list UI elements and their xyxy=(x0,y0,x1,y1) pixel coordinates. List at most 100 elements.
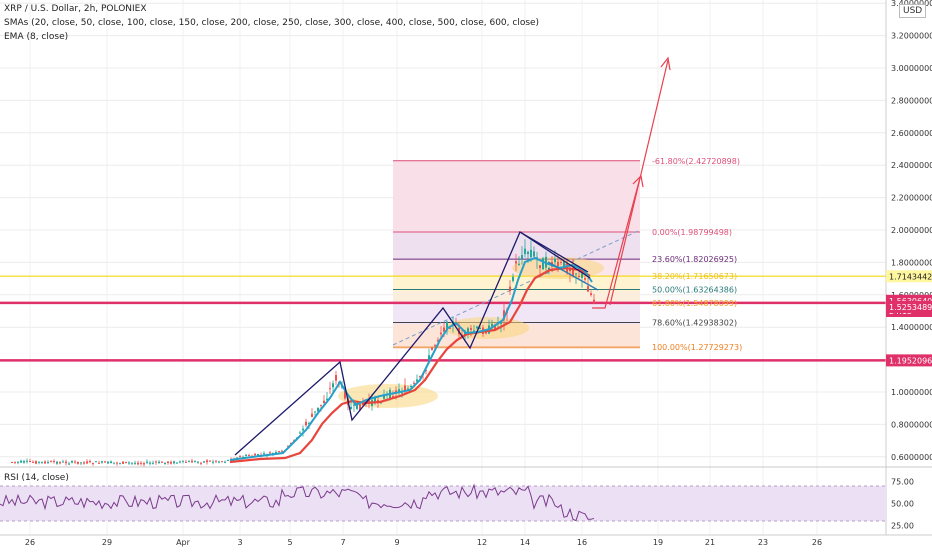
time-tick-label: 29 xyxy=(102,538,112,547)
ema-line-blue xyxy=(229,256,593,461)
candle-body xyxy=(479,327,481,330)
price-axis-ticks: 3.400000003.200000003.000000002.80000000… xyxy=(891,0,932,462)
candle-body xyxy=(209,460,211,462)
candle-body xyxy=(191,460,193,463)
candle-body xyxy=(89,461,91,463)
candle-body xyxy=(224,461,226,463)
candle-body xyxy=(104,461,106,463)
price-tick-label: 2.20000000 xyxy=(891,194,932,203)
candle-body xyxy=(65,461,67,464)
candle-body xyxy=(92,463,94,465)
price-badges: 1.714344211.5630640424:151.525348981.195… xyxy=(886,270,932,367)
candle-body xyxy=(185,461,187,463)
candle-body xyxy=(95,461,97,463)
candle-body xyxy=(563,260,565,268)
fib-level-label: 78.60%(1.42938302) xyxy=(652,318,737,327)
time-tick-label: 12 xyxy=(477,538,487,547)
candle-body xyxy=(320,404,322,406)
candle-body xyxy=(305,421,307,426)
candle-body xyxy=(410,385,412,387)
rsi-tick-label: 25.00 xyxy=(891,521,914,530)
candle-body xyxy=(29,461,31,463)
candle-body xyxy=(113,462,115,464)
candle-body xyxy=(275,451,277,454)
candle-body xyxy=(239,455,241,457)
candle-body xyxy=(269,452,271,454)
candle-body xyxy=(590,293,592,295)
price-badge-bg xyxy=(886,270,932,283)
rsi-line xyxy=(0,483,595,522)
candle-body xyxy=(344,389,346,399)
time-tick-label: 16 xyxy=(577,538,587,547)
candle-body xyxy=(299,432,301,434)
candle-body xyxy=(164,462,166,464)
candle-body xyxy=(542,258,544,270)
candle-body xyxy=(62,461,64,463)
candle-body xyxy=(467,328,469,335)
fib-level-label: 100.00%(1.27729273) xyxy=(652,343,742,352)
price-badge-bg xyxy=(886,300,932,313)
candle-body xyxy=(278,451,280,453)
key-price-lines xyxy=(0,275,886,362)
candle-body xyxy=(356,403,358,409)
time-tick-label: 14 xyxy=(520,538,530,547)
fib-zone-ext xyxy=(393,160,640,232)
candle-body xyxy=(47,461,49,463)
sma-line-red xyxy=(229,266,591,464)
candle-body xyxy=(308,423,310,425)
candle-body xyxy=(197,461,199,463)
time-axis-ticks: 26 29 Apr 3 5 7 9 12 14 16 19 21 23 26 xyxy=(25,538,822,547)
fib-level-label: -61.80%(2.42720898) xyxy=(652,157,740,166)
candle-body xyxy=(74,461,76,463)
candle-body xyxy=(530,249,532,258)
candle-body xyxy=(173,461,175,464)
currency-badge[interactable]: USD xyxy=(899,4,927,18)
time-tick-label: 23 xyxy=(758,538,768,547)
candle-body xyxy=(398,389,400,392)
candle-body xyxy=(449,327,451,329)
projection-line-2 xyxy=(609,59,669,306)
candle-body xyxy=(167,461,169,463)
candle-body xyxy=(416,379,418,382)
candle-body xyxy=(425,369,427,371)
candle-body xyxy=(554,258,556,263)
candle-body xyxy=(311,413,313,417)
candle-body xyxy=(158,461,160,464)
candle-body xyxy=(515,261,517,264)
time-tick-label: 5 xyxy=(287,538,292,547)
fib-level-label: 0.00%(1.98799498) xyxy=(652,228,732,237)
candle-body xyxy=(332,383,334,388)
candle-body xyxy=(107,461,109,464)
candle-body xyxy=(578,275,580,277)
candle-body xyxy=(98,462,100,464)
candle-body xyxy=(182,460,184,462)
candle-body xyxy=(143,463,145,465)
candle-body xyxy=(581,273,583,278)
time-tick-label: 9 xyxy=(394,538,399,547)
candle-body xyxy=(527,251,529,255)
candle-body xyxy=(53,460,55,463)
candle-body xyxy=(50,461,52,463)
fib-level-label: 50.00%(1.63264386) xyxy=(652,286,737,295)
candle-body xyxy=(560,261,562,263)
price-tick-label: 0.60000000 xyxy=(891,453,932,462)
candle-body xyxy=(161,461,163,463)
candle-body xyxy=(176,462,178,464)
candle-body xyxy=(287,445,289,447)
candle-body xyxy=(368,398,370,404)
projection-arrows xyxy=(592,56,671,309)
candle-body xyxy=(593,299,595,303)
candle-body xyxy=(14,461,16,463)
candle-body xyxy=(335,375,337,381)
candle-body xyxy=(353,404,355,406)
price-badge-label: 1.19520963 xyxy=(889,356,932,365)
candle-body xyxy=(206,460,208,463)
candle-body xyxy=(524,248,526,255)
candle-body xyxy=(131,462,133,464)
